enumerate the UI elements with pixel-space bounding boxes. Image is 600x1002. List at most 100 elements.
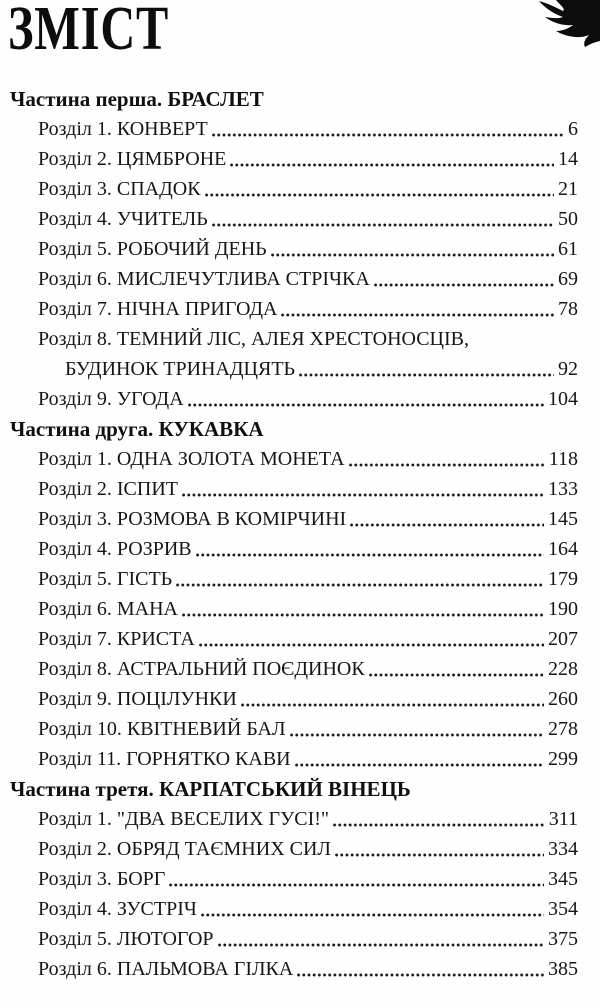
toc-entry-page: 61 (558, 238, 578, 260)
dot-leader (334, 853, 544, 857)
dot-leader (297, 973, 544, 977)
dot-leader (181, 493, 544, 497)
toc-entry-label: Розділ 3. РОЗМОВА В КОМІРЧИНІ (38, 508, 347, 530)
toc-entry-label: Розділ 10. КВІТНЕВИЙ БАЛ (38, 718, 286, 740)
toc-entry-page: 78 (558, 298, 578, 320)
dot-leader (373, 283, 554, 287)
toc-entry-page: 345 (548, 868, 578, 890)
toc-entry-label: Розділ 9. ПОЦІЛУНКИ (38, 688, 237, 710)
toc-entry-page: 164 (548, 538, 578, 560)
toc-entry-page: 190 (548, 598, 578, 620)
toc-entry-label: Розділ 6. МИСЛЕЧУТЛИВА СТРІЧКА (38, 268, 370, 290)
toc-entry-label: Розділ 2. ЦЯМБРОНЕ (38, 148, 227, 170)
toc-entry-label: Розділ 11. ГОРНЯТКО КАВИ (38, 748, 291, 770)
toc-entry-page: 69 (558, 268, 578, 290)
toc-entry-page: 334 (548, 838, 578, 860)
toc-entry: Розділ 8. ТЕМНИЙ ЛІС, АЛЕЯ ХРЕСТОНОСЦІВ, (10, 324, 578, 354)
dot-leader (240, 703, 544, 707)
toc-entry: Розділ 9. УГОДА 104 (10, 384, 578, 414)
dot-leader (204, 193, 554, 197)
toc-entry-label: Розділ 6. ПАЛЬМОВА ГІЛКА (38, 958, 294, 980)
dot-leader (200, 913, 544, 917)
toc-entry-label: Розділ 6. МАНА (38, 598, 178, 620)
toc-entry: Розділ 1. "ДВА ВЕСЕЛИХ ГУСІ!" 311 (10, 804, 578, 834)
toc-entry-page: 375 (548, 928, 578, 950)
dot-leader (169, 883, 544, 887)
toc-entry-label: Розділ 1. "ДВА ВЕСЕЛИХ ГУСІ!" (38, 808, 330, 830)
toc-entry: Розділ 5. ГІСТЬ 179 (10, 564, 578, 594)
toc-entry-label: Розділ 5. ЛЮТОГОР (38, 928, 214, 950)
dot-leader (198, 643, 544, 647)
toc-entry-page: 6 (568, 118, 578, 140)
toc-entry: Розділ 5. ЛЮТОГОР 375 (10, 924, 578, 954)
toc-entry-label: Розділ 1. КОНВЕРТ (38, 118, 208, 140)
toc-entry-page: 278 (548, 718, 578, 740)
toc-entry-label: Розділ 3. БОРГ (38, 868, 166, 890)
toc-entry: Розділ 4. УЧИТЕЛЬ 50 (10, 204, 578, 234)
dot-leader (176, 583, 544, 587)
toc-entry-page: 92 (558, 358, 578, 380)
part-heading: Частина третя. КАРПАТСЬКИЙ ВІНЕЦЬ (10, 777, 411, 801)
toc-entry-page: 299 (548, 748, 578, 770)
toc-entry-label: Розділ 1. ОДНА ЗОЛОТА МОНЕТА (38, 448, 345, 470)
dot-leader (211, 133, 564, 137)
toc-entry: Розділ 4. РОЗРИВ 164 (10, 534, 578, 564)
dot-leader (299, 373, 554, 377)
dot-leader (348, 463, 545, 467)
toc-entry-page: 104 (548, 388, 578, 410)
toc-entry-label: Розділ 4. УЧИТЕЛЬ (38, 208, 208, 230)
toc-entry-label: Розділ 7. НІЧНА ПРИГОДА (38, 298, 278, 320)
toc-entry-page: 228 (548, 658, 578, 680)
dot-leader (270, 253, 554, 257)
toc-entry: Розділ 1. КОНВЕРТ 6 (10, 114, 578, 144)
toc-entry: Розділ 2. ОБРЯД ТАЄМНИХ СИЛ 334 (10, 834, 578, 864)
toc-entry-label: Розділ 2. ІСПИТ (38, 478, 178, 500)
toc-entry: Розділ 3. СПАДОК 21 (10, 174, 578, 204)
toc-entry: Розділ 6. МАНА 190 (10, 594, 578, 624)
toc-entry: Розділ 6. МИСЛЕЧУТЛИВА СТРІЧКА 69 (10, 264, 578, 294)
dot-leader (195, 553, 544, 557)
toc-entry-label: Розділ 4. РОЗРИВ (38, 538, 192, 560)
toc-entry-label: Розділ 9. УГОДА (38, 388, 184, 410)
toc-entry-label: Розділ 2. ОБРЯД ТАЄМНИХ СИЛ (38, 838, 331, 860)
dot-leader (182, 613, 544, 617)
toc-entry: Розділ 2. ІСПИТ 133 (10, 474, 578, 504)
toc-entry: Розділ 11. ГОРНЯТКО КАВИ 299 (10, 744, 578, 774)
dot-leader (294, 763, 544, 767)
corner-ink-flourish-icon (539, 0, 600, 47)
toc-entry-page: 14 (558, 148, 578, 170)
toc-entry: Розділ 9. ПОЦІЛУНКИ 260 (10, 684, 578, 714)
dot-leader (281, 313, 554, 317)
toc-entry-label: БУДИНОК ТРИНАДЦЯТЬ (65, 358, 296, 380)
dot-leader (230, 163, 554, 167)
dot-leader (217, 943, 544, 947)
toc-entry: Розділ 3. БОРГ 345 (10, 864, 578, 894)
toc-entry: Розділ 10. КВІТНЕВИЙ БАЛ 278 (10, 714, 578, 744)
toc-entry: Розділ 1. ОДНА ЗОЛОТА МОНЕТА 118 (10, 444, 578, 474)
dot-leader (187, 403, 544, 407)
toc-entry-page: 354 (548, 898, 578, 920)
toc-entry-page: 260 (548, 688, 578, 710)
toc-entry: Розділ 2. ЦЯМБРОНЕ 14 (10, 144, 578, 174)
toc-entry-page: 118 (548, 448, 578, 470)
dot-leader (289, 733, 544, 737)
toc-entry: Розділ 4. ЗУСТРІЧ 354 (10, 894, 578, 924)
toc-entry-page: 145 (548, 508, 578, 530)
toc-entry: Розділ 5. РОБОЧИЙ ДЕНЬ 61 (10, 234, 578, 264)
dot-leader (333, 823, 545, 827)
part-heading: Частина перша. БРАСЛЕТ (10, 87, 264, 111)
toc-entry-label: Розділ 5. РОБОЧИЙ ДЕНЬ (38, 238, 267, 260)
toc-entry-page: 385 (548, 958, 578, 980)
toc-entry-page: 133 (548, 478, 578, 500)
toc-entry-label: Розділ 8. АСТРАЛЬНИЙ ПОЄДИНОК (38, 658, 365, 680)
toc-entry-page: 207 (548, 628, 578, 650)
page-title: ЗМІСТ (8, 0, 170, 63)
toc-entry-page: 179 (548, 568, 578, 590)
toc-entry-page: 21 (558, 178, 578, 200)
toc-list: Частина перша. БРАСЛЕТ Розділ 1. КОНВЕРТ 6… (10, 84, 578, 984)
toc-entry-label: Розділ 3. СПАДОК (38, 178, 201, 200)
toc-entry-page: 50 (558, 208, 578, 230)
toc-entry: Розділ 7. НІЧНА ПРИГОДА 78 (10, 294, 578, 324)
toc-entry: Розділ 6. ПАЛЬМОВА ГІЛКА 385 (10, 954, 578, 984)
